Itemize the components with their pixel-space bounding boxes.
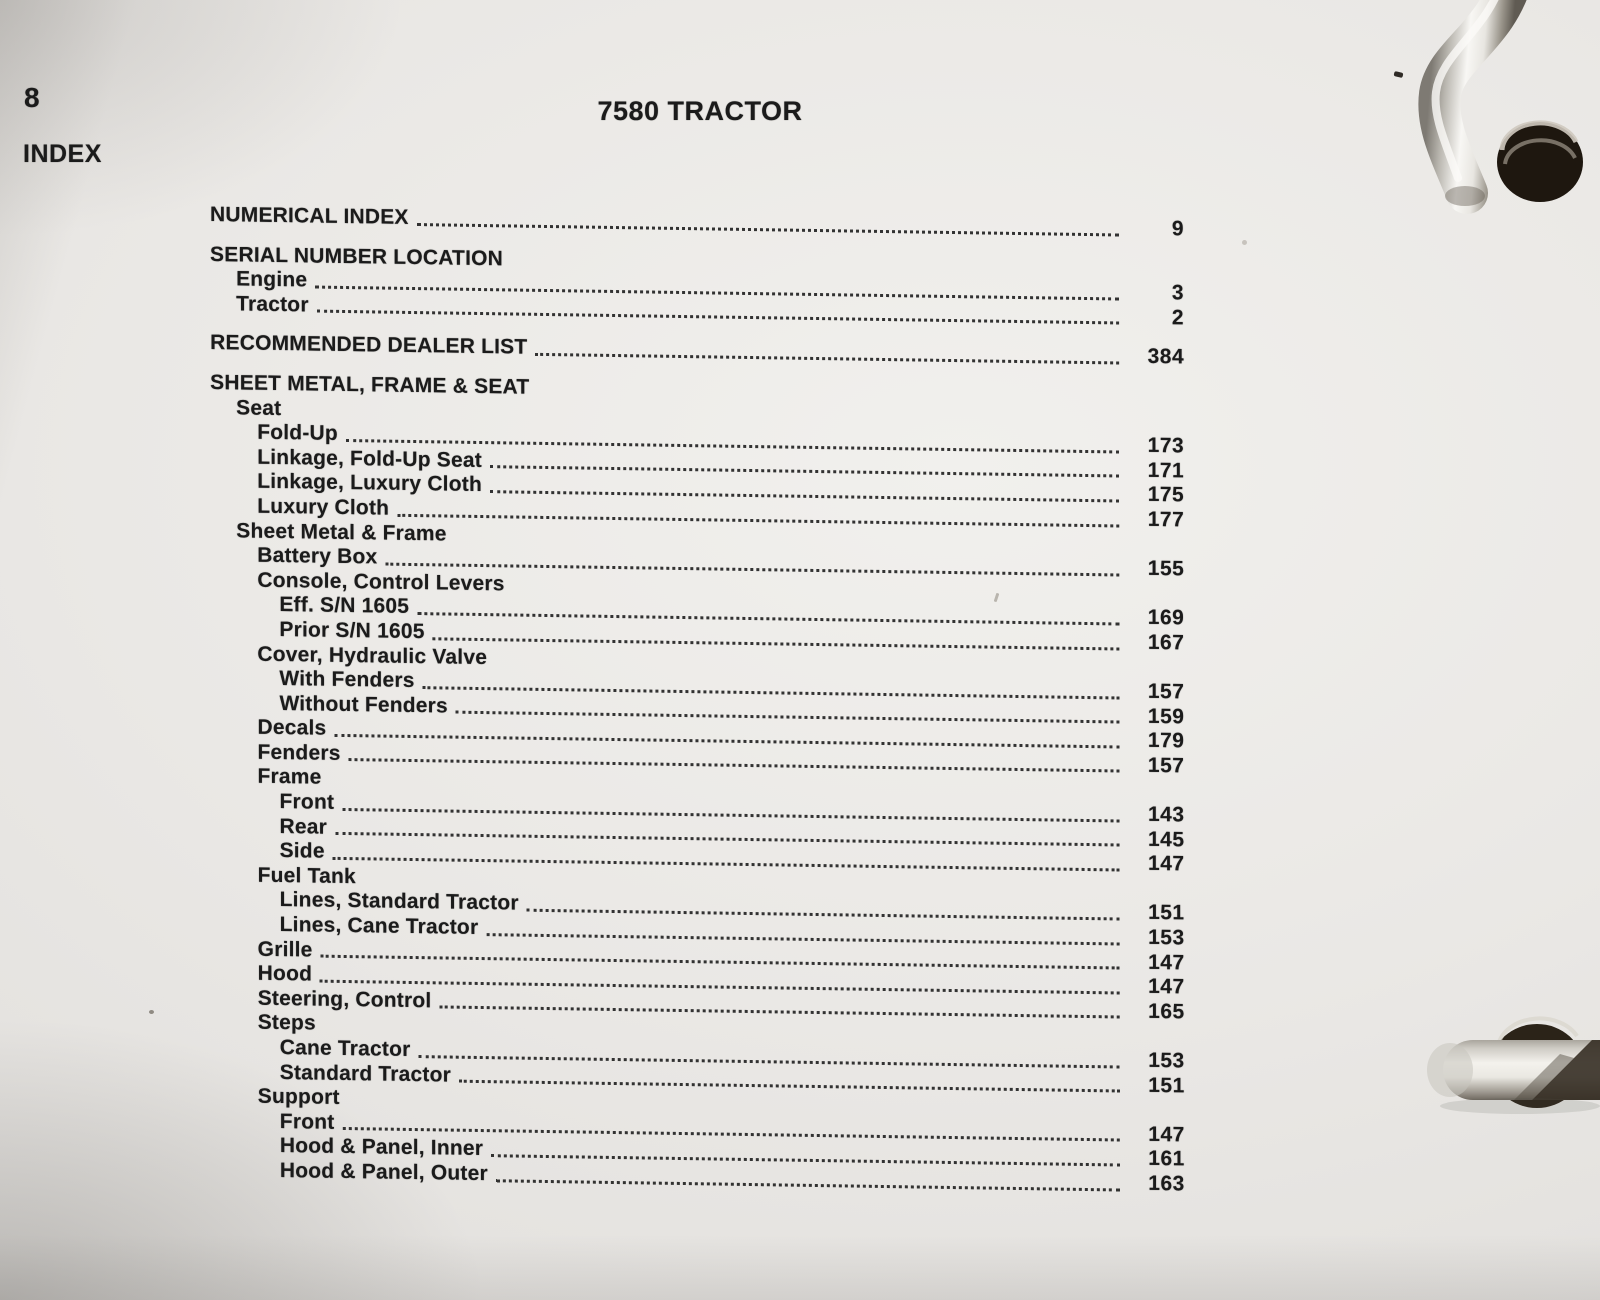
- index-entry-page: 9: [1171, 217, 1185, 241]
- index-entry-label: Hood & Panel, Inner: [279, 1134, 484, 1161]
- index-entry-label: Front: [279, 790, 335, 814]
- index-entry-page: 151: [1148, 1073, 1185, 1098]
- dot-leader: [416, 222, 1120, 237]
- index-entry-label: Steps: [257, 1011, 316, 1035]
- index-entry-label: Standard Tractor: [279, 1060, 452, 1087]
- index-entry-label: Battery Box: [257, 543, 378, 569]
- index-entry-label: Fold-Up: [257, 420, 338, 446]
- index-entry-label: Grille: [257, 937, 313, 962]
- dust-speck: [1242, 240, 1247, 245]
- index-entry-label: Lines, Cane Tractor: [279, 913, 479, 940]
- index-entry-page: 2: [1171, 306, 1185, 330]
- index-entry-page: 151: [1148, 901, 1185, 925]
- index-entry-row: NUMERICAL INDEX 9: [210, 203, 1184, 242]
- index-entry-label: Linkage, Fold-Up Seat: [257, 445, 482, 472]
- dot-leader: [535, 352, 1120, 365]
- index-entry-label: Hood & Panel, Outer: [279, 1159, 488, 1186]
- index-entry-page: 163: [1148, 1171, 1185, 1196]
- index-entry-label: Lines, Standard Tractor: [279, 888, 519, 916]
- index-entry-page: 167: [1147, 630, 1185, 655]
- index-entry-page: 159: [1147, 704, 1185, 729]
- index-entry-label: Luxury Cloth: [257, 494, 390, 520]
- index-entry-page: 157: [1147, 753, 1185, 778]
- index-entry-page: 147: [1148, 950, 1185, 975]
- page-title: 7580 TRACTOR: [597, 96, 803, 126]
- dust-speck: [149, 1010, 154, 1014]
- index-entry-page: 143: [1147, 802, 1185, 827]
- page-label: INDEX: [23, 140, 102, 168]
- index-entry-label: Fuel Tank: [257, 863, 356, 889]
- index-entry-label: Without Fenders: [279, 691, 448, 718]
- index-entry-label: With Fenders: [279, 667, 415, 693]
- index-entry-page: 165: [1148, 999, 1185, 1024]
- index-entry-page: 169: [1147, 606, 1185, 630]
- index-entry-label: Cover, Hydraulic Valve: [257, 642, 488, 669]
- index-entry-page: 179: [1147, 729, 1185, 753]
- index-entry-page: 3: [1171, 281, 1185, 305]
- index-entry-page: 147: [1148, 852, 1185, 876]
- index-entry-page: 147: [1148, 975, 1185, 999]
- index-entry-page: 147: [1148, 1122, 1185, 1147]
- dust-speck: [1393, 70, 1404, 79]
- index-entry-label: Console, Control Levers: [257, 568, 505, 596]
- index-entry-page: 175: [1147, 483, 1185, 507]
- index-entry-label: RECOMMENDED DEALER LIST: [210, 331, 528, 360]
- index-entry-page: 155: [1147, 557, 1185, 581]
- index-entry-label: Side: [279, 839, 325, 863]
- index-entry-label: Steering, Control: [257, 986, 432, 1013]
- index-entry-label: Front: [279, 1109, 335, 1134]
- index-entry-label: Cane Tractor: [279, 1036, 411, 1061]
- index-entry-page: 171: [1147, 458, 1185, 483]
- index-entry-label: Tractor: [236, 292, 309, 317]
- index-entry-label: Fenders: [257, 740, 341, 765]
- index-entry-page: 145: [1147, 827, 1185, 852]
- index-entry-label: Linkage, Luxury Cloth: [257, 470, 482, 497]
- index-list: NUMERICAL INDEX 9 SERIAL NUMBER LOCATION En…: [210, 203, 1185, 1197]
- binder-ring-top-icon: [1418, 0, 1583, 214]
- dot-leader: [316, 309, 1120, 325]
- index-entry-row: RECOMMENDED DEALER LIST 384: [210, 331, 1184, 370]
- index-entry-label: Frame: [257, 765, 322, 790]
- index-entry-page: 173: [1147, 434, 1185, 458]
- binder-ring-middle-icon: [1427, 1016, 1600, 1114]
- index-entry-page: 384: [1147, 345, 1185, 369]
- index-entry-label: NUMERICAL INDEX: [210, 203, 409, 229]
- index-entry-label: Eff. S/N 1605: [279, 593, 410, 619]
- index-entry-page: 153: [1148, 925, 1185, 950]
- index-entry-label: Sheet Metal & Frame: [236, 518, 447, 546]
- index-entry-label: Hood: [257, 961, 313, 986]
- index-entry-page: 161: [1148, 1147, 1185, 1171]
- page-number: 8: [24, 82, 41, 113]
- index-entry-page: 177: [1147, 507, 1185, 532]
- index-entry-label: Decals: [257, 715, 327, 741]
- index-entry-page: 157: [1147, 680, 1185, 704]
- index-entry-page: 153: [1148, 1048, 1185, 1073]
- index-entry-label: Support: [257, 1084, 340, 1110]
- index-entry-label: Seat: [236, 395, 282, 420]
- index-entry-label: Engine: [236, 267, 308, 292]
- dot-leader: [495, 1178, 1120, 1192]
- index-entry-label: Rear: [279, 814, 328, 839]
- index-entry-label: Prior S/N 1605: [279, 617, 425, 644]
